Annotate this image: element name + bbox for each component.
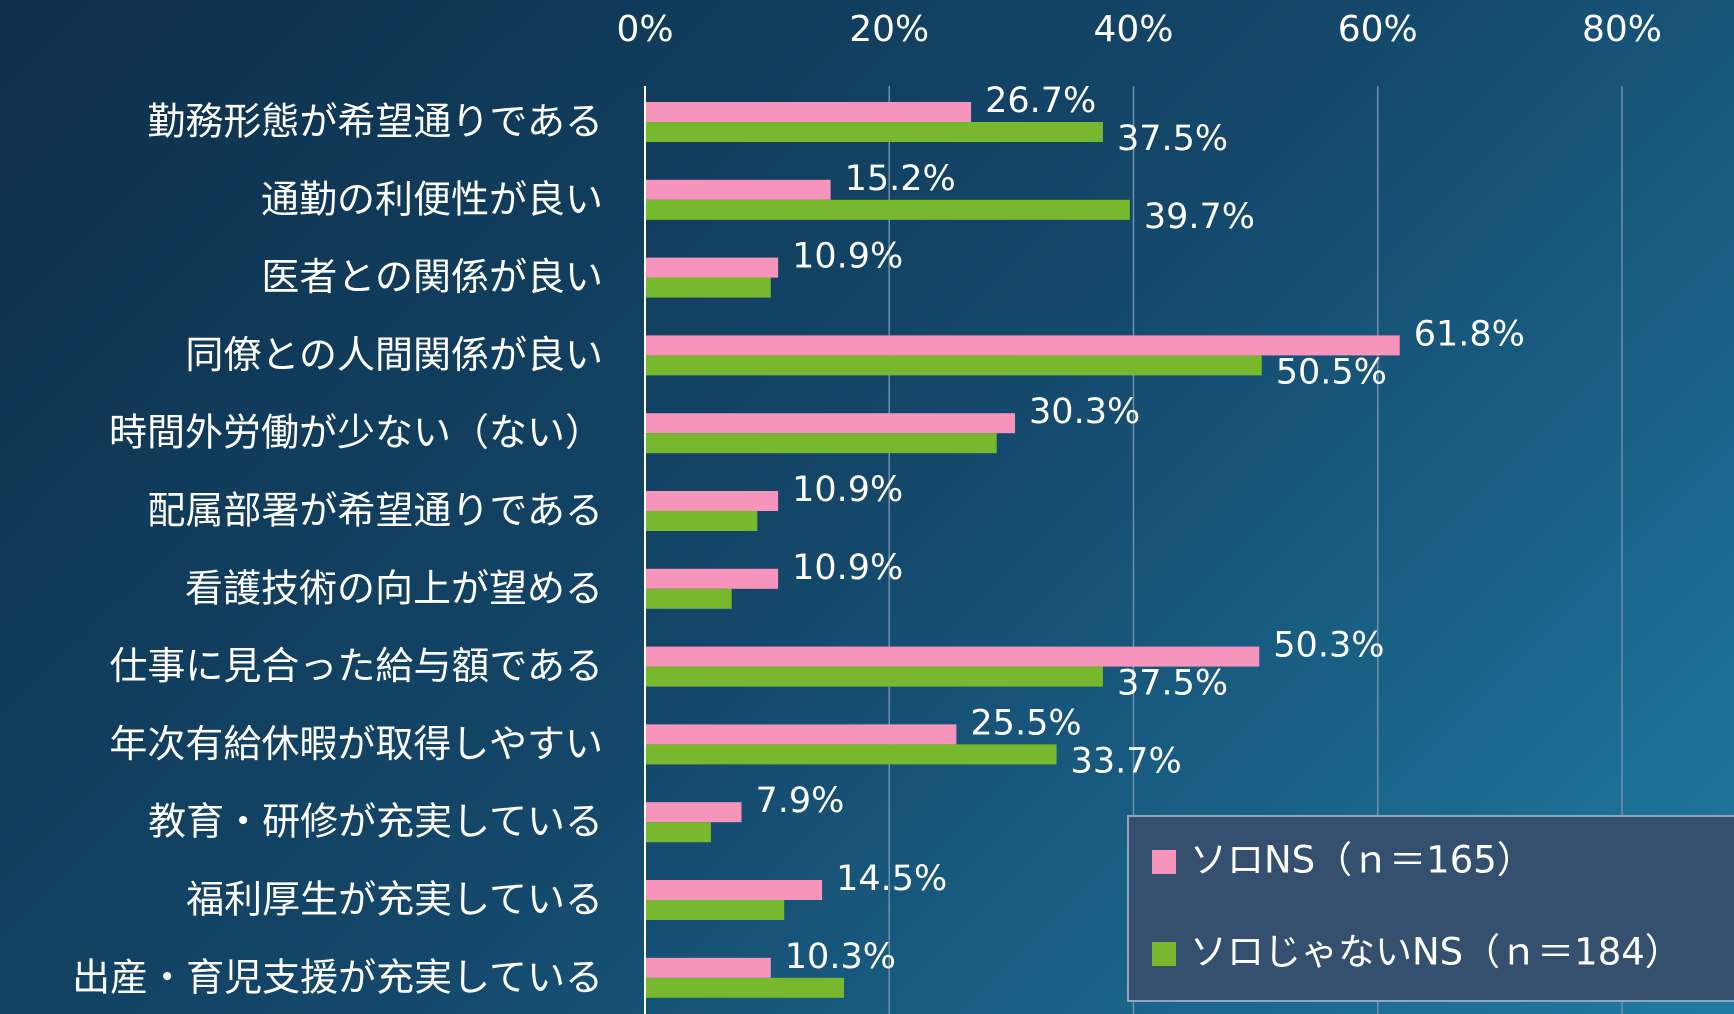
y-tick-label: 教育・研修が充実している (148, 800, 603, 844)
bar (645, 880, 823, 900)
value-label: 37.5% (1117, 664, 1228, 704)
bar (645, 568, 779, 589)
legend-box (1127, 815, 1734, 1002)
x-tick-label: 60% (1338, 9, 1418, 50)
bar (645, 900, 785, 920)
bar (645, 413, 1016, 434)
value-label: 26.7% (985, 81, 1096, 121)
bar (645, 277, 771, 298)
bar (645, 355, 1262, 376)
y-tick-label: 通勤の利便性が良い (261, 177, 603, 221)
bar (645, 957, 771, 978)
x-tick-label: 20% (849, 9, 929, 50)
y-tick-label: 配属部署が希望通りである (147, 489, 603, 533)
value-label: 25.5% (970, 703, 1081, 743)
bar (645, 646, 1260, 667)
y-tick-label: 出産・育児支援が充実している (72, 955, 603, 999)
value-label: 7.9% (755, 781, 844, 821)
bar (645, 511, 758, 531)
value-label: 39.7% (1144, 197, 1255, 237)
bar (645, 802, 742, 823)
bar (645, 724, 957, 745)
value-label: 50.5% (1276, 352, 1387, 392)
value-label: 33.7% (1071, 741, 1182, 781)
value-label: 10.3% (785, 937, 896, 977)
bar (645, 122, 1103, 142)
bar (645, 199, 1130, 220)
y-tick-label: 年次有給休暇が取得しやすい (109, 722, 603, 766)
legend-label: ソロNS（ｎ＝165） (1190, 839, 1534, 882)
y-tick-label: 医者との関係が良い (261, 255, 603, 299)
value-label: 14.5% (836, 859, 947, 899)
legend-swatch (1152, 850, 1176, 874)
x-tick-label: 80% (1582, 9, 1662, 50)
value-label: 10.9% (792, 237, 903, 277)
y-tick-label: 勤務形態が希望通りである (147, 100, 603, 144)
x-tick-label: 40% (1093, 9, 1173, 50)
bar (645, 491, 779, 511)
value-label: 10.9% (792, 470, 903, 510)
bar (645, 666, 1103, 687)
bar (645, 102, 972, 122)
value-label: 10.9% (792, 548, 903, 588)
y-tick-label: 福利厚生が充実している (186, 878, 603, 922)
value-label: 50.3% (1273, 626, 1384, 666)
bar (645, 433, 997, 454)
value-label: 15.2% (845, 159, 956, 199)
legend-swatch (1152, 942, 1176, 966)
bar (645, 822, 711, 843)
y-tick-label: 時間外労働が少ない（ない） (109, 411, 603, 455)
value-label: 37.5% (1117, 119, 1228, 159)
y-tick-label: 仕事に見合った給与額である (109, 644, 603, 688)
x-tick-label: 0% (616, 9, 673, 50)
bar (645, 335, 1400, 356)
legend-label: ソロじゃないNS（ｎ＝184） (1190, 931, 1682, 974)
y-tick-label: 同僚との人間関係が良い (185, 333, 603, 377)
bar (645, 744, 1057, 765)
bar (645, 257, 779, 278)
y-tick-label: 看護技術の向上が望める (185, 566, 603, 610)
bar (645, 588, 732, 609)
value-label: 61.8% (1414, 314, 1525, 354)
value-label: 30.3% (1029, 392, 1140, 432)
bar (645, 977, 845, 998)
bar (645, 179, 831, 200)
